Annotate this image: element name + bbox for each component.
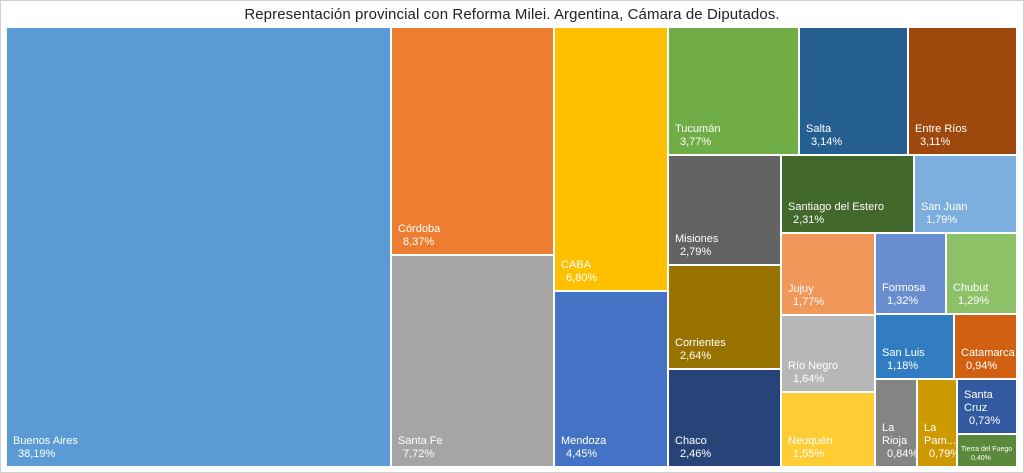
- tile-label: Chubut 1,29%: [953, 282, 989, 308]
- tile-value: 8,37%: [403, 236, 435, 248]
- tile-label: Salta 3,14%: [806, 123, 842, 149]
- treemap-tile: Catamarca 0,94%: [955, 315, 1018, 380]
- treemap-tile: Tierra del Fuego 0,40%: [958, 435, 1018, 468]
- treemap-tile: Tucumán 3,77%: [669, 28, 800, 156]
- tile-value: 3,14%: [811, 136, 843, 148]
- tile-label: Entre Ríos 3,11%: [915, 123, 967, 149]
- tile-name: Formosa: [882, 282, 926, 294]
- treemap-tile: La Rioja 0,84%: [876, 380, 918, 468]
- tile-name: Tierra del Fuego: [961, 446, 1013, 453]
- tile-name: Chubut: [953, 282, 989, 294]
- tile-label: Santa Cruz 0,73%: [964, 389, 1016, 428]
- tile-label: La Pam... 0,79%: [924, 422, 958, 461]
- tile-name: Neuquén: [788, 435, 833, 447]
- tile-value: 1,64%: [793, 373, 825, 385]
- tile-label: Catamarca 0,94%: [961, 347, 1015, 373]
- tile-value: 38,19%: [18, 448, 56, 460]
- tile-value: 0,94%: [966, 360, 998, 372]
- tile-value: 3,77%: [680, 136, 712, 148]
- tile-name: CABA: [561, 259, 591, 271]
- treemap-tile: Río Negro 1,64%: [782, 316, 876, 393]
- tile-value: 1,79%: [926, 214, 958, 226]
- tile-value: 1,32%: [887, 295, 919, 307]
- tile-name: Santa Fe: [398, 435, 443, 447]
- tile-value: 1,18%: [887, 360, 919, 372]
- tile-name: Corrientes: [675, 337, 726, 349]
- tile-value: 1,55%: [793, 448, 825, 460]
- tile-name: Jujuy: [788, 283, 814, 295]
- tile-label: Misiones 2,79%: [675, 233, 718, 259]
- tile-label: San Juan 1,79%: [921, 201, 967, 227]
- treemap-tile: Jujuy 1,77%: [782, 234, 876, 316]
- tile-label: La Rioja 0,84%: [882, 422, 918, 461]
- tile-name: Tucumán: [675, 123, 721, 135]
- tile-name: La Rioja: [882, 422, 908, 447]
- tile-value: 2,79%: [680, 246, 712, 258]
- treemap-tile: Neuquén 1,55%: [782, 393, 876, 468]
- tile-value: 2,64%: [680, 350, 712, 362]
- tile-name: Córdoba: [398, 223, 441, 235]
- treemap-tile: Santa Cruz 0,73%: [958, 380, 1018, 435]
- tile-label: Santiago del Estero 2,31%: [788, 201, 884, 227]
- tile-value: 0,40%: [971, 455, 991, 462]
- treemap-tile: Corrientes 2,64%: [669, 266, 782, 370]
- tile-label: Buenos Aires 38,19%: [13, 435, 78, 461]
- treemap-tile: Chubut 1,29%: [947, 234, 1018, 315]
- tile-label: Jujuy 1,77%: [788, 283, 824, 309]
- treemap-tile: Chaco 2,46%: [669, 370, 782, 468]
- tile-value: 4,45%: [566, 448, 598, 460]
- tile-name: Entre Ríos: [915, 123, 967, 135]
- tile-label: CABA 6,80%: [561, 259, 597, 285]
- tile-label: Córdoba 8,37%: [398, 223, 440, 249]
- tile-name: San Luis: [882, 347, 925, 359]
- tile-value: 0,73%: [969, 415, 1001, 427]
- tile-name: Mendoza: [561, 435, 607, 447]
- treemap-tile: Misiones 2,79%: [669, 156, 782, 266]
- tile-label: Tierra del Fuego 0,40%: [961, 445, 1012, 463]
- treemap-tile: La Pam... 0,79%: [918, 380, 958, 468]
- treemap-tile: San Luis 1,18%: [876, 315, 955, 380]
- treemap-tile: Entre Ríos 3,11%: [909, 28, 1018, 156]
- tile-name: Buenos Aires: [13, 435, 78, 447]
- tile-value: 1,29%: [958, 295, 990, 307]
- tile-name: Santiago del Estero: [788, 201, 885, 213]
- tile-name: Catamarca: [961, 347, 1015, 359]
- tile-name: Río Negro: [788, 360, 839, 372]
- tile-label: Formosa 1,32%: [882, 282, 925, 308]
- chart-title: Representación provincial con Reforma Mi…: [244, 6, 780, 23]
- tile-value: 7,72%: [403, 448, 435, 460]
- tile-value: 2,31%: [793, 214, 825, 226]
- treemap-tile: Buenos Aires 38,19%: [7, 28, 392, 468]
- treemap-tile: Santiago del Estero 2,31%: [782, 156, 915, 234]
- tile-label: Neuquén 1,55%: [788, 435, 833, 461]
- tile-label: Mendoza 4,45%: [561, 435, 606, 461]
- treemap-tile: CABA 6,80%: [555, 28, 669, 292]
- tile-label: Chaco 2,46%: [675, 435, 711, 461]
- tile-value: 0,79%: [929, 448, 958, 460]
- treemap-tile: Mendoza 4,45%: [555, 292, 669, 468]
- tile-value: 1,77%: [793, 296, 825, 308]
- tile-name: Chaco: [675, 435, 707, 447]
- tile-name: Salta: [806, 123, 832, 135]
- tile-label: Río Negro 1,64%: [788, 360, 838, 386]
- treemap-tile: San Juan 1,79%: [915, 156, 1018, 234]
- tile-value: 6,80%: [566, 272, 598, 284]
- tile-value: 0,84%: [887, 448, 918, 460]
- treemap-tile: Santa Fe 7,72%: [392, 256, 555, 468]
- tile-label: San Luis 1,18%: [882, 347, 925, 373]
- treemap-tile: Formosa 1,32%: [876, 234, 947, 315]
- treemap-tile: Salta 3,14%: [800, 28, 909, 156]
- tile-name: San Juan: [921, 201, 968, 213]
- tile-value: 3,11%: [920, 136, 951, 148]
- tile-name: La Pam...: [924, 422, 956, 447]
- treemap-tile: Córdoba 8,37%: [392, 28, 555, 256]
- tile-name: Santa Cruz: [964, 389, 993, 414]
- tile-label: Tucumán 3,77%: [675, 123, 720, 149]
- tile-value: 2,46%: [680, 448, 712, 460]
- tile-label: Santa Fe 7,72%: [398, 435, 443, 461]
- tile-name: Misiones: [675, 233, 719, 245]
- tile-label: Corrientes 2,64%: [675, 337, 726, 363]
